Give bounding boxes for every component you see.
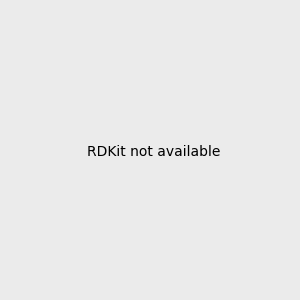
Text: RDKit not available: RDKit not available (87, 145, 220, 158)
